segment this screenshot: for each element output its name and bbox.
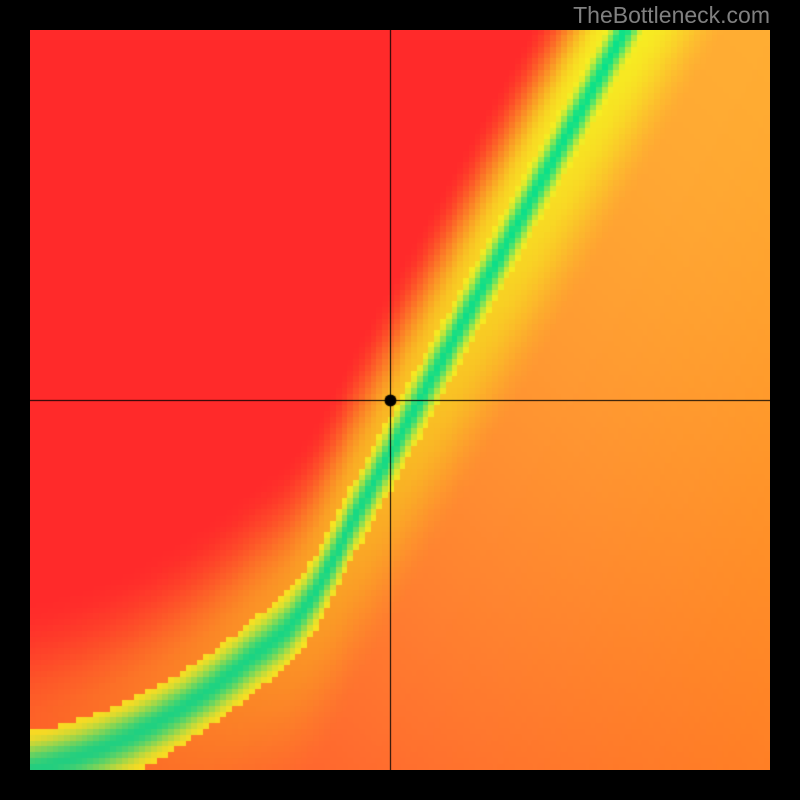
- watermark-text: TheBottleneck.com: [573, 2, 770, 29]
- stage: TheBottleneck.com: [0, 0, 800, 800]
- crosshair-overlay: [30, 30, 770, 770]
